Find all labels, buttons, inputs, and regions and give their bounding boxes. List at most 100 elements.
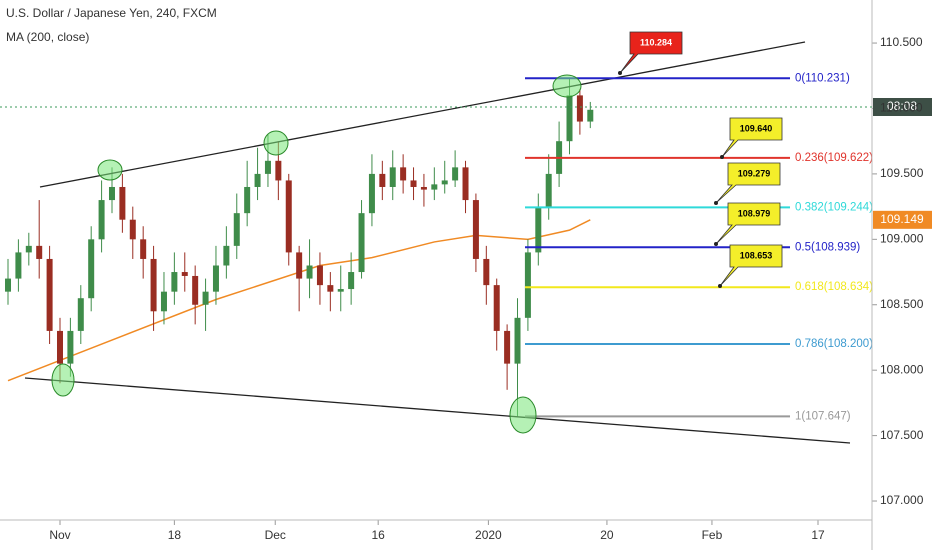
- lower-trendline: [24, 377, 851, 444]
- x-tick-label: Feb: [702, 528, 723, 542]
- candle-body: [566, 95, 573, 142]
- candle-body: [493, 285, 500, 331]
- candle-body: [233, 213, 240, 246]
- y-tick-label: 108.500: [880, 297, 924, 311]
- y-tick-label: 109.500: [880, 166, 924, 180]
- candle-body: [535, 206, 542, 253]
- candle-body: [140, 239, 147, 259]
- candle-body: [389, 167, 396, 187]
- candle-body: [368, 173, 375, 214]
- y-tick-label: 110.500: [880, 35, 923, 49]
- x-tick-label: 20: [600, 528, 614, 542]
- candle-body: [160, 291, 167, 312]
- candle-body: [576, 95, 583, 122]
- fib-label: 1(107.647): [795, 410, 851, 422]
- candle-body: [171, 272, 178, 292]
- candle-body: [337, 289, 344, 292]
- callout-box: [719, 244, 783, 287]
- callout-label: 110.284: [640, 37, 672, 47]
- callout-label: 108.979: [738, 208, 771, 218]
- candle-body: [25, 245, 32, 253]
- candle-body: [514, 317, 521, 364]
- candle-body: [5, 278, 12, 292]
- candle-body: [150, 258, 157, 312]
- candle-body: [244, 186, 251, 214]
- candle-body: [98, 200, 105, 240]
- candle-body: [587, 109, 594, 122]
- candle-body: [410, 180, 417, 187]
- highlight-ellipse: [97, 159, 123, 181]
- y-tick-label: 107.500: [880, 428, 924, 442]
- callout-anchor: [718, 284, 722, 288]
- candle-body: [264, 160, 271, 174]
- candle-body: [285, 180, 292, 253]
- x-tick-label: 18: [168, 528, 182, 542]
- y-tick-label: 108.000: [880, 362, 924, 376]
- candle-body: [223, 245, 230, 266]
- candle-body: [452, 167, 459, 181]
- highlight-ellipse: [51, 363, 75, 397]
- candle-body: [462, 167, 469, 201]
- callout-anchor: [720, 155, 724, 159]
- callout-box: [715, 202, 781, 245]
- candle-body: [327, 285, 334, 292]
- candle-body: [545, 173, 552, 207]
- candle-body: [275, 160, 282, 181]
- highlight-ellipse: [509, 396, 537, 434]
- x-tick-label: Dec: [265, 528, 286, 542]
- candle-body: [212, 265, 219, 292]
- candle-body: [108, 186, 115, 201]
- candle-body: [88, 239, 95, 299]
- upper-trendline: [39, 41, 806, 188]
- candle-body: [358, 213, 365, 273]
- highlight-ellipse: [552, 74, 582, 98]
- candle-body: [431, 184, 438, 190]
- callout-box: [721, 117, 783, 158]
- chart-subtitle: MA (200, close): [6, 30, 89, 44]
- candle-body: [483, 258, 490, 286]
- ma-tag: [873, 210, 932, 229]
- callout-anchor: [714, 242, 718, 246]
- chart-title: U.S. Dollar / Japanese Yen, 240, FXCM: [6, 6, 217, 20]
- candle-body: [472, 200, 479, 259]
- ma-tag-label: 109.149: [880, 212, 924, 226]
- fib-label: 0(110.231): [795, 72, 850, 84]
- y-tick-label: 107.000: [880, 493, 924, 507]
- y-tick-label: 109.000: [880, 231, 924, 245]
- y-tick-label: 110.000: [880, 101, 923, 115]
- callout-label: 108.653: [740, 250, 773, 260]
- highlight-ellipse: [263, 130, 289, 156]
- candle-body: [441, 180, 448, 185]
- candle-body: [254, 173, 261, 187]
- plot-layer: [5, 42, 877, 525]
- fib-label: 0.786(108.200): [795, 338, 873, 350]
- fib-label: 0.618(108.634): [795, 281, 873, 293]
- countdown-label: 08:08: [887, 99, 917, 113]
- fib-label: 0.5(108.939): [795, 241, 860, 253]
- candle-body: [46, 258, 53, 331]
- candle-body: [296, 252, 303, 279]
- candle-body: [192, 275, 199, 305]
- callout-box: [619, 31, 683, 74]
- candle-body: [15, 252, 22, 279]
- candle-body: [420, 186, 427, 190]
- callout-label: 109.640: [740, 123, 773, 133]
- candle-body: [400, 167, 407, 181]
- candle-body: [306, 265, 313, 279]
- candle-body: [348, 272, 355, 290]
- countdown-tag: [873, 98, 932, 116]
- candle-body: [379, 173, 386, 187]
- x-tick-label: 2020: [475, 528, 502, 542]
- candle-body: [119, 186, 126, 220]
- candle-body: [504, 330, 511, 364]
- candle-body: [56, 330, 63, 364]
- candle-body: [129, 219, 136, 240]
- candle-body: [77, 298, 84, 331]
- x-tick-label: 17: [811, 528, 825, 542]
- candle-body: [202, 291, 209, 305]
- callout-anchor: [618, 71, 622, 75]
- overlay-layer: 0(110.231) 0.236(109.622) 0.382(109.244) 0.…: [525, 31, 873, 422]
